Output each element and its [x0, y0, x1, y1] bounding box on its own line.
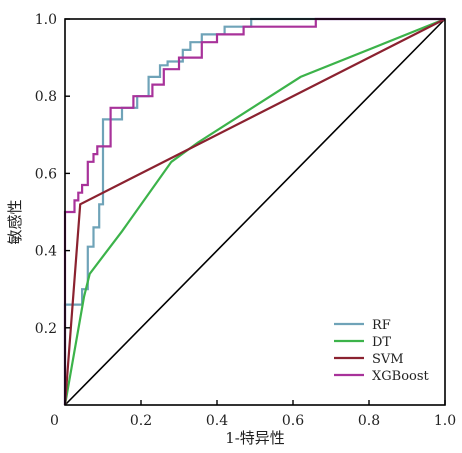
y-tick-label: 1.0 [35, 12, 57, 28]
x-tick-label: 0.4 [206, 413, 228, 429]
x-tick-label: 0 [50, 413, 59, 429]
y-tick-label: 0.2 [35, 321, 57, 337]
x-axis-title: 1-特异性 [225, 429, 285, 447]
y-tick-label: 0.8 [35, 89, 57, 105]
legend-label-dt: DT [372, 335, 391, 350]
legend-label-rf: RF [372, 318, 391, 333]
y-axis-title: 敏感性 [6, 199, 24, 244]
x-tick-label: 1.0 [434, 413, 456, 429]
x-tick-label: 0.8 [358, 413, 380, 429]
series-line-svm [63, 18, 446, 406]
legend-label-svm: SVM [372, 352, 404, 367]
plot-area [63, 17, 446, 406]
x-tick-label: 0.6 [282, 413, 304, 429]
plot-frame [64, 18, 446, 406]
series-line-dt [63, 17, 446, 406]
x-tick-label: 0.2 [130, 413, 152, 429]
legend-label-xgboost: XGBoost [372, 369, 430, 384]
y-tick-label: 0.4 [35, 244, 57, 260]
axes: 0 0.2 0.4 0.6 0.8 1.0 0.2 0.4 0.6 0.8 1.0 1-特异性 敏感性 [6, 12, 456, 447]
legend: RF DT SVM XGBoost [334, 318, 430, 384]
reference-diagonal-line [64, 18, 446, 406]
y-tick-label: 0.6 [35, 166, 57, 182]
series-line-xgboost [63, 17, 445, 405]
